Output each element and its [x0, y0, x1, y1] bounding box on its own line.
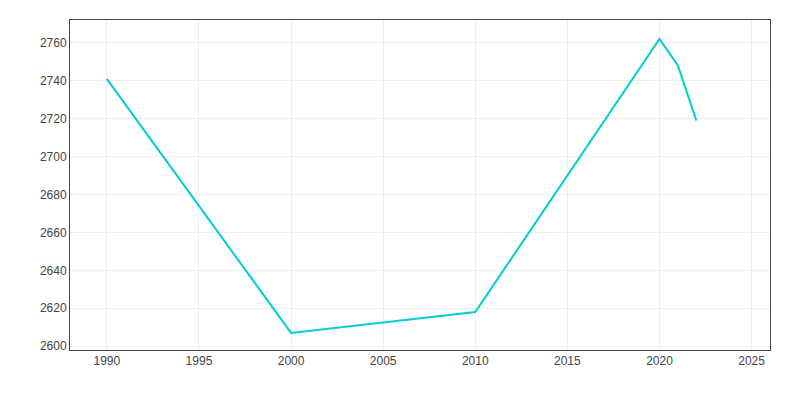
svg-text:2760: 2760	[40, 36, 67, 50]
svg-text:2015: 2015	[554, 354, 581, 368]
svg-text:2620: 2620	[40, 301, 67, 315]
svg-text:1990: 1990	[93, 354, 120, 368]
svg-text:2720: 2720	[40, 112, 67, 126]
svg-text:2640: 2640	[40, 264, 67, 278]
svg-text:2000: 2000	[278, 354, 305, 368]
svg-text:2700: 2700	[40, 150, 67, 164]
svg-text:2660: 2660	[40, 226, 67, 240]
svg-text:2005: 2005	[370, 354, 397, 368]
svg-text:2010: 2010	[462, 354, 489, 368]
svg-text:2680: 2680	[40, 188, 67, 202]
svg-text:2600: 2600	[40, 339, 67, 353]
svg-text:2025: 2025	[738, 354, 765, 368]
svg-text:1995: 1995	[186, 354, 213, 368]
svg-text:2740: 2740	[40, 74, 67, 88]
svg-text:2020: 2020	[646, 354, 673, 368]
